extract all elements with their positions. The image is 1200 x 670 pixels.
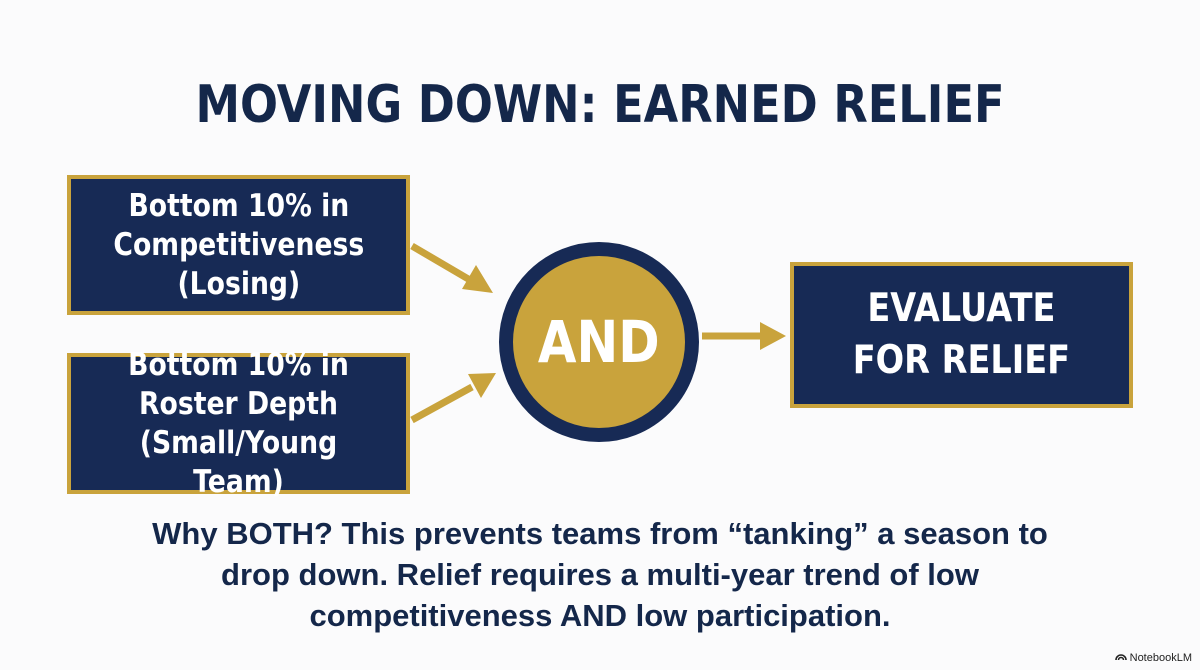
condition-line: (Losing) (177, 265, 300, 302)
condition-line: Bottom 10% in (128, 346, 349, 383)
condition-competitiveness-box: Bottom 10% in Competitiveness (Losing) (67, 175, 410, 315)
result-line: FOR RELIEF (852, 338, 1071, 383)
result-line: EVALUATE (867, 286, 1056, 331)
arrow-and-to-result (702, 322, 786, 350)
arrow-top-to-and (410, 242, 493, 293)
explanation-caption: Why BOTH? This prevents teams from “tank… (100, 513, 1100, 636)
condition-line: Roster Depth (138, 385, 338, 422)
and-label: AND (538, 308, 660, 376)
brand-label: NotebookLM (1129, 651, 1192, 664)
condition-line: Competitiveness (113, 226, 364, 263)
arrow-bottom-to-and (410, 373, 496, 424)
condition-roster-depth-box: Bottom 10% in Roster Depth (Small/Young … (67, 347, 410, 500)
slide-title: MOVING DOWN: EARNED RELIEF (195, 75, 1005, 135)
condition-line: Bottom 10% in (128, 187, 349, 224)
notebooklm-icon (1114, 651, 1127, 664)
caption-line: Why BOTH? This prevents teams from “tank… (152, 516, 1048, 551)
caption-line: competitiveness AND low participation. (309, 598, 891, 633)
condition-line: (Small/Young Team) (139, 424, 338, 500)
result-evaluate-box: EVALUATE FOR RELIEF (790, 262, 1133, 408)
notebooklm-branding: NotebookLM (1114, 651, 1192, 664)
and-connector-circle: AND (499, 242, 699, 442)
caption-line: drop down. Relief requires a multi-year … (221, 557, 979, 592)
